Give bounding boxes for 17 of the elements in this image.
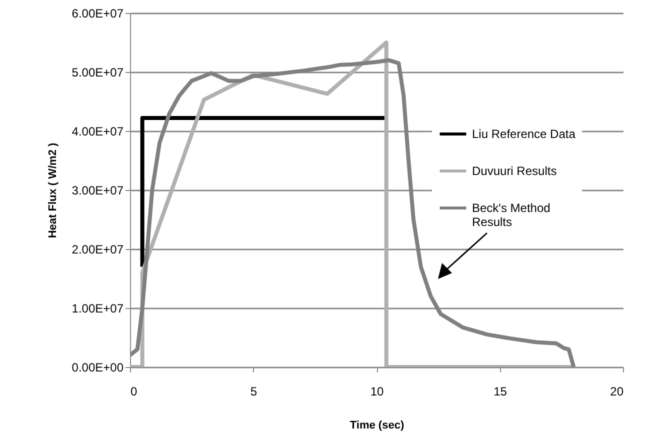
x-tick-label: 15 <box>494 384 508 398</box>
y-tick-label: 0.00E+00 <box>72 360 124 374</box>
y-tick-label: 3.00E+07 <box>72 184 124 198</box>
legend-label: Liu Reference Data <box>472 127 576 141</box>
x-tick-label: 20 <box>610 384 624 398</box>
y-tick-label: 6.00E+07 <box>72 6 124 20</box>
x-tick-label: 0 <box>130 384 138 398</box>
x-axis-title: Time (sec) <box>350 420 404 432</box>
x-tick-label: 5 <box>250 384 258 398</box>
x-tick-label: 10 <box>370 384 384 398</box>
y-axis-title: Heat Flux ( W/m2 ) <box>46 142 59 238</box>
y-tick-label: 1.00E+07 <box>72 302 124 316</box>
y-tick-label: 2.00E+07 <box>72 242 124 256</box>
y-tick-label: 5.00E+07 <box>72 66 124 80</box>
legend-label: Duvuuri Results <box>472 164 557 178</box>
y-tick-label: 4.00E+07 <box>72 124 124 138</box>
legend-label: Beck's Method Results <box>472 201 550 229</box>
